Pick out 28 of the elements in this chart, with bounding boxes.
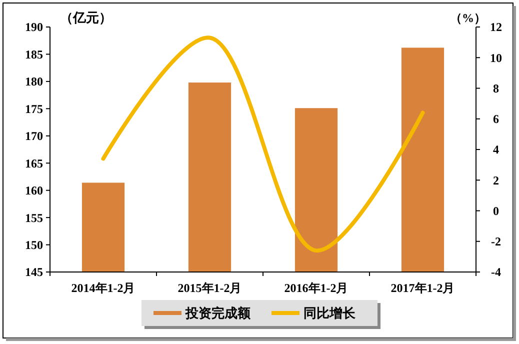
y2-tick-label: 0	[493, 204, 499, 218]
y2-tick-label: 8	[493, 81, 499, 96]
y-tick-label: 145	[25, 265, 43, 280]
x-tick-label: 2017年1-2月	[390, 281, 455, 295]
y-tick-label: 185	[25, 47, 43, 62]
y2-tick-label: 10	[490, 50, 502, 65]
y-tick-label: 190	[25, 20, 43, 34]
y-tick-label: 170	[25, 129, 43, 144]
y-axis-title: （亿元）	[60, 10, 112, 25]
y2-tick-label: 6	[493, 112, 499, 126]
y-tick-label: 160	[25, 184, 43, 198]
y-tick-label: 180	[25, 74, 43, 89]
y2-tick-label: -4	[491, 265, 501, 280]
legend-label: 同比增长	[304, 306, 356, 321]
x-tick-label: 2014年1-2月	[71, 281, 136, 295]
y-tick-label: 165	[25, 156, 43, 170]
y2-tick-label: 2	[493, 173, 499, 188]
line-series	[101, 36, 425, 253]
x-tick-label: 2015年1-2月	[178, 281, 242, 295]
legend-label: 投资完成额	[184, 306, 252, 321]
y2-tick-label: -2	[491, 234, 501, 249]
y2-axis-title: （%）	[450, 11, 486, 25]
y-tick-label: 155	[25, 210, 43, 225]
y-tick-label: 175	[25, 102, 43, 116]
x-tick-label: 2016年1-2月	[284, 281, 348, 295]
y2-tick-label: 4	[493, 142, 499, 157]
y-tick-label: 150	[25, 238, 43, 252]
y2-tick-label: 12	[490, 20, 502, 34]
